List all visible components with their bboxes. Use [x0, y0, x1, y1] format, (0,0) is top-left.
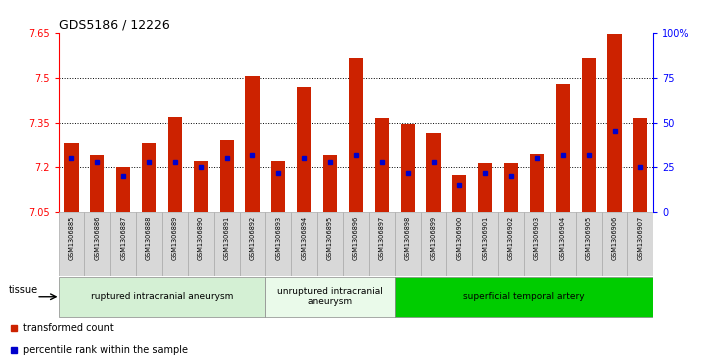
- Bar: [317, 212, 343, 276]
- Text: GSM1306905: GSM1306905: [585, 216, 592, 260]
- Bar: [421, 212, 446, 276]
- Text: GSM1306895: GSM1306895: [327, 216, 333, 260]
- Text: GSM1306899: GSM1306899: [431, 216, 436, 260]
- Text: GDS5186 / 12226: GDS5186 / 12226: [59, 19, 169, 32]
- Bar: [555, 83, 570, 212]
- Bar: [633, 118, 648, 212]
- Text: GSM1306897: GSM1306897: [379, 216, 385, 260]
- Bar: [323, 155, 337, 212]
- Bar: [116, 167, 131, 212]
- Bar: [219, 140, 233, 212]
- Text: GSM1306898: GSM1306898: [405, 216, 411, 260]
- Text: GSM1306891: GSM1306891: [223, 216, 230, 260]
- Bar: [608, 34, 622, 212]
- Text: GSM1306901: GSM1306901: [482, 216, 488, 260]
- Bar: [504, 163, 518, 212]
- Text: GSM1306902: GSM1306902: [508, 216, 514, 260]
- Text: GSM1306903: GSM1306903: [534, 216, 540, 260]
- Bar: [142, 143, 156, 212]
- Bar: [446, 212, 472, 276]
- Bar: [395, 212, 421, 276]
- Text: GSM1306896: GSM1306896: [353, 216, 359, 260]
- Text: GSM1306892: GSM1306892: [249, 216, 256, 260]
- Bar: [90, 155, 104, 212]
- Bar: [581, 58, 595, 212]
- Text: unruptured intracranial
aneurysm: unruptured intracranial aneurysm: [277, 287, 383, 306]
- Text: transformed count: transformed count: [24, 323, 114, 333]
- Bar: [478, 163, 493, 212]
- Bar: [530, 154, 544, 212]
- Text: ruptured intracranial aneurysm: ruptured intracranial aneurysm: [91, 292, 233, 301]
- Bar: [349, 58, 363, 212]
- Text: GSM1306894: GSM1306894: [301, 216, 307, 260]
- Bar: [426, 133, 441, 212]
- Bar: [59, 212, 84, 276]
- Bar: [266, 212, 291, 276]
- Text: GSM1306887: GSM1306887: [120, 216, 126, 260]
- Text: GSM1306890: GSM1306890: [198, 216, 203, 260]
- Bar: [369, 212, 395, 276]
- Text: GSM1306900: GSM1306900: [456, 216, 463, 260]
- Bar: [452, 175, 466, 212]
- Bar: [271, 162, 286, 212]
- Bar: [550, 212, 575, 276]
- Bar: [193, 162, 208, 212]
- Bar: [162, 212, 188, 276]
- Text: GSM1306907: GSM1306907: [638, 216, 643, 260]
- Text: percentile rank within the sample: percentile rank within the sample: [24, 344, 188, 355]
- Bar: [291, 212, 317, 276]
- Bar: [628, 212, 653, 276]
- Bar: [297, 87, 311, 212]
- Bar: [188, 212, 213, 276]
- Text: GSM1306888: GSM1306888: [146, 216, 152, 260]
- Bar: [240, 212, 266, 276]
- Bar: [401, 124, 415, 212]
- Bar: [213, 212, 240, 276]
- Bar: [64, 143, 79, 212]
- Bar: [136, 212, 162, 276]
- Bar: [110, 212, 136, 276]
- Text: GSM1306906: GSM1306906: [611, 216, 618, 260]
- Text: GSM1306904: GSM1306904: [560, 216, 565, 260]
- Text: GSM1306893: GSM1306893: [276, 216, 281, 260]
- Bar: [168, 117, 182, 212]
- Bar: [59, 277, 266, 317]
- Bar: [472, 212, 498, 276]
- Bar: [246, 76, 260, 212]
- Bar: [602, 212, 628, 276]
- Bar: [524, 212, 550, 276]
- Bar: [375, 118, 389, 212]
- Bar: [395, 277, 653, 317]
- Text: tissue: tissue: [9, 285, 38, 295]
- Text: GSM1306889: GSM1306889: [172, 216, 178, 260]
- Bar: [343, 212, 369, 276]
- Text: GSM1306886: GSM1306886: [94, 216, 101, 260]
- Text: superficial temporal artery: superficial temporal artery: [463, 292, 585, 301]
- Bar: [266, 277, 395, 317]
- Bar: [498, 212, 524, 276]
- Text: GSM1306885: GSM1306885: [69, 216, 74, 260]
- Bar: [575, 212, 602, 276]
- Bar: [84, 212, 110, 276]
